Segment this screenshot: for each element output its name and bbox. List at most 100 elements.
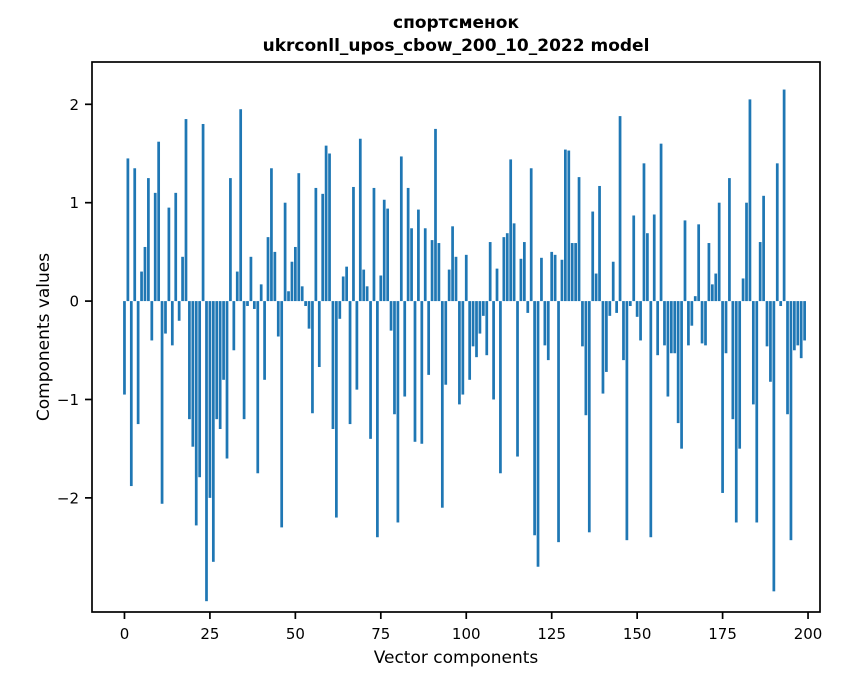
- bar: [249, 256, 253, 302]
- bar: [793, 301, 796, 351]
- bar: [188, 301, 191, 420]
- bar: [266, 237, 270, 302]
- x-tick-label: 0: [120, 625, 130, 643]
- bar: [328, 153, 331, 302]
- bar: [287, 291, 290, 302]
- bar: [410, 228, 413, 302]
- bar: [594, 273, 598, 302]
- bar: [717, 202, 721, 302]
- bar: [427, 301, 431, 375]
- bar: [379, 275, 383, 302]
- bar: [389, 301, 393, 331]
- bar: [584, 301, 588, 416]
- bar: [447, 269, 451, 302]
- bar: [297, 173, 301, 302]
- x-axis-label: Vector components: [373, 648, 539, 668]
- bar: [335, 301, 338, 518]
- bar: [225, 301, 229, 459]
- bar: [540, 257, 543, 302]
- bar: [557, 301, 560, 543]
- y-tick-label: 1: [69, 194, 79, 212]
- bar: [157, 141, 161, 302]
- bar: [628, 301, 632, 307]
- bar: [437, 243, 441, 302]
- bar: [184, 119, 188, 302]
- y-tick-label: 2: [69, 96, 79, 114]
- bar: [358, 138, 362, 302]
- bar: [372, 187, 376, 302]
- bar: [700, 301, 704, 344]
- bar: [656, 301, 660, 356]
- bar: [632, 215, 636, 302]
- bar: [160, 301, 164, 504]
- bar: [252, 301, 256, 309]
- bar: [191, 301, 195, 447]
- bar: [444, 301, 448, 385]
- bar: [164, 301, 167, 334]
- axes-spines: [91, 61, 821, 613]
- bar: [782, 89, 786, 302]
- bar: [687, 301, 690, 346]
- bar: [601, 301, 605, 394]
- bar: [769, 301, 772, 382]
- bar: [468, 301, 472, 380]
- bar: [259, 284, 263, 302]
- bar: [512, 223, 516, 302]
- x-tick-label: 175: [708, 625, 737, 643]
- bar: [546, 301, 550, 361]
- bar: [283, 202, 287, 302]
- bar: [369, 301, 372, 439]
- bar: [136, 301, 140, 425]
- bar: [724, 301, 728, 354]
- bar: [779, 301, 783, 307]
- bar: [536, 301, 540, 567]
- bar: [208, 301, 212, 498]
- bar: [273, 251, 277, 302]
- bar: [290, 261, 294, 302]
- bar: [553, 254, 557, 302]
- bar: [574, 243, 577, 302]
- bar: [608, 301, 612, 316]
- bar: [721, 301, 724, 493]
- bar: [352, 186, 355, 302]
- bar: [434, 128, 437, 302]
- bar: [748, 99, 752, 302]
- bar: [519, 258, 523, 302]
- bar: [622, 301, 625, 361]
- bar: [492, 301, 495, 400]
- x-tick-label: 100: [452, 625, 481, 643]
- y-tick-label: 0: [69, 293, 79, 311]
- bar: [625, 301, 629, 541]
- bar: [666, 301, 670, 397]
- bar: [461, 301, 465, 395]
- bar: [505, 233, 509, 302]
- x-tick-label: 50: [286, 625, 305, 643]
- bar: [167, 207, 171, 302]
- bar: [454, 256, 458, 302]
- bar: [464, 254, 468, 302]
- bar: [321, 193, 325, 302]
- bar: [789, 301, 793, 541]
- bar: [263, 301, 266, 380]
- bar: [393, 301, 396, 415]
- bar: [803, 301, 806, 341]
- bar: [495, 268, 499, 302]
- bar: [229, 178, 232, 302]
- bar: [762, 195, 765, 302]
- bar: [300, 286, 304, 302]
- bar: [690, 301, 694, 326]
- bar: [129, 301, 133, 487]
- bar: [201, 123, 205, 302]
- bar: [765, 301, 769, 347]
- bar: [714, 273, 718, 302]
- bar: [293, 246, 297, 302]
- x-tick-label: 125: [537, 625, 566, 643]
- bar: [406, 187, 410, 302]
- bar: [270, 168, 273, 302]
- bar: [587, 301, 591, 533]
- bar: [499, 301, 502, 474]
- bar: [143, 246, 147, 302]
- bar: [317, 301, 321, 368]
- bar: [550, 251, 554, 302]
